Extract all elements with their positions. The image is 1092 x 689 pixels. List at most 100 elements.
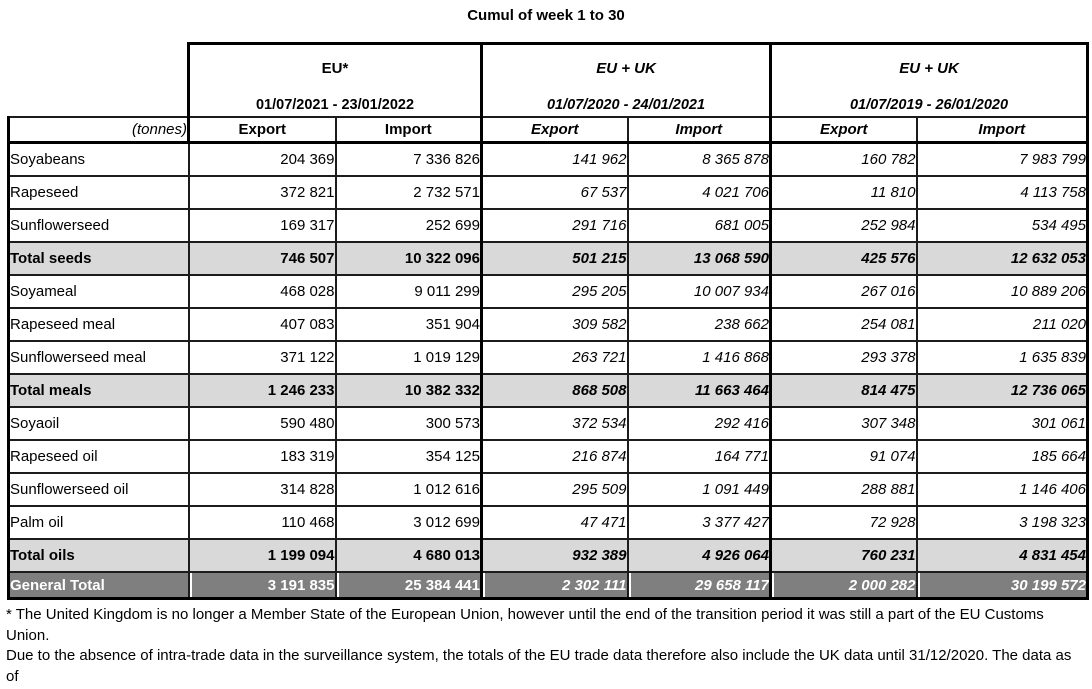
footnote-line: Due to the absence of intra-trade data i… [6, 647, 1072, 685]
cell-euuk2020-export: 932 389 [480, 538, 629, 573]
cell-eu-export: 1 246 233 [187, 373, 337, 408]
cell-euuk2019-export: 72 928 [769, 505, 918, 540]
table-body: Soyabeans 204 369 7 336 826 141 962 8 36… [7, 141, 1089, 600]
cell-euuk2020-import: 4 926 064 [626, 538, 772, 573]
table-row: Palm oil 110 468 3 012 699 47 471 3 377 … [7, 505, 1089, 540]
cell-eu-export: 746 507 [187, 241, 337, 276]
cell-euuk2020-import: 11 663 464 [626, 373, 772, 408]
table-row: Rapeseed oil 183 319 354 125 216 874 164… [7, 439, 1089, 474]
cell-euuk2020-export: 141 962 [480, 141, 629, 177]
cell-eu-export: 1 199 094 [187, 538, 337, 573]
unit-label: (tonnes) [7, 116, 190, 144]
cell-eu-export: 590 480 [187, 406, 337, 441]
cell-euuk2020-export: 295 205 [480, 274, 629, 309]
col-header-eu-import: Import [334, 116, 483, 144]
cell-euuk2019-import: 1 146 406 [915, 472, 1089, 507]
cell-eu-export: 3 191 835 [187, 571, 337, 600]
row-label: Total meals [7, 373, 190, 408]
group-period: 01/07/2019 - 26/01/2020 [849, 97, 1009, 113]
group-header-eu-uk-2020: EU + UK 01/07/2020 - 24/01/2021 [480, 42, 772, 118]
table-row: Sunflowerseed 169 317 252 699 291 716 68… [7, 208, 1089, 243]
table-row: Rapeseed 372 821 2 732 571 67 537 4 021 … [7, 175, 1089, 210]
cell-euuk2020-export: 263 721 [480, 340, 629, 375]
table-row: Soyameal 468 028 9 011 299 295 205 10 00… [7, 274, 1089, 309]
col-header-euuk2020-import: Import [626, 116, 772, 144]
cell-eu-export: 468 028 [187, 274, 337, 309]
cell-eu-export: 110 468 [187, 505, 337, 540]
table-row: Total meals 1 246 233 10 382 332 868 508… [7, 373, 1089, 408]
cell-eu-import: 1 019 129 [334, 340, 483, 375]
cell-euuk2019-import: 211 020 [915, 307, 1089, 342]
cell-euuk2020-import: 238 662 [626, 307, 772, 342]
cell-euuk2019-export: 425 576 [769, 241, 918, 276]
cell-euuk2019-import: 534 495 [915, 208, 1089, 243]
row-label: Soyaoil [7, 406, 190, 441]
cell-eu-import: 2 732 571 [334, 175, 483, 210]
group-name: EU + UK [596, 60, 656, 77]
group-period: 01/07/2020 - 24/01/2021 [546, 97, 706, 113]
cell-euuk2019-import: 10 889 206 [915, 274, 1089, 309]
col-header-euuk2019-export: Export [769, 116, 918, 144]
cell-euuk2019-export: 760 231 [769, 538, 918, 573]
cell-euuk2020-import: 681 005 [626, 208, 772, 243]
trade-table: EU* 01/07/2021 - 23/01/2022 EU + UK 01/0… [7, 42, 1089, 600]
group-header-eu: EU* 01/07/2021 - 23/01/2022 [187, 42, 483, 118]
cell-euuk2019-export: 288 881 [769, 472, 918, 507]
header-corner [8, 43, 189, 117]
cell-euuk2019-import: 7 983 799 [915, 141, 1089, 177]
cell-euuk2020-import: 3 377 427 [626, 505, 772, 540]
cell-eu-import: 354 125 [334, 439, 483, 474]
table-row: Soyaoil 590 480 300 573 372 534 292 416 … [7, 406, 1089, 441]
cell-eu-import: 25 384 441 [334, 571, 483, 600]
cell-eu-import: 300 573 [334, 406, 483, 441]
cell-euuk2020-export: 372 534 [480, 406, 629, 441]
cell-eu-import: 9 011 299 [334, 274, 483, 309]
group-header-row: EU* 01/07/2021 - 23/01/2022 EU + UK 01/0… [8, 42, 1089, 118]
cell-euuk2019-export: 91 074 [769, 439, 918, 474]
row-label: Sunflowerseed meal [7, 340, 190, 375]
cell-euuk2020-import: 4 021 706 [626, 175, 772, 210]
table-row: Soyabeans 204 369 7 336 826 141 962 8 36… [7, 141, 1089, 177]
cell-eu-import: 351 904 [334, 307, 483, 342]
cell-euuk2019-export: 293 378 [769, 340, 918, 375]
cell-eu-export: 204 369 [187, 141, 337, 177]
cell-euuk2019-export: 267 016 [769, 274, 918, 309]
table-row: Sunflowerseed oil 314 828 1 012 616 295 … [7, 472, 1089, 507]
cell-euuk2019-export: 254 081 [769, 307, 918, 342]
cell-euuk2019-import: 4 113 758 [915, 175, 1089, 210]
cell-eu-export: 169 317 [187, 208, 337, 243]
footnote-line: * The United Kingdom is no longer a Memb… [6, 606, 1044, 644]
row-label: Soyameal [7, 274, 190, 309]
cell-euuk2019-import: 301 061 [915, 406, 1089, 441]
cell-euuk2019-export: 160 782 [769, 141, 918, 177]
table-row: General Total 3 191 835 25 384 441 2 302… [7, 571, 1089, 600]
row-label: Total oils [7, 538, 190, 573]
row-label: Sunflowerseed [7, 208, 190, 243]
row-label: Soyabeans [7, 141, 190, 177]
group-name: EU + UK [899, 60, 959, 77]
cell-euuk2019-import: 1 635 839 [915, 340, 1089, 375]
col-header-eu-export: Export [187, 116, 337, 144]
cell-euuk2020-export: 47 471 [480, 505, 629, 540]
cell-euuk2020-import: 29 658 117 [626, 571, 772, 600]
table-row: Total oils 1 199 094 4 680 013 932 389 4… [7, 538, 1089, 573]
cell-euuk2020-import: 1 091 449 [626, 472, 772, 507]
cell-euuk2020-export: 67 537 [480, 175, 629, 210]
col-header-euuk2020-export: Export [480, 116, 629, 144]
cell-euuk2020-import: 292 416 [626, 406, 772, 441]
cell-euuk2020-import: 1 416 868 [626, 340, 772, 375]
cell-euuk2019-import: 4 831 454 [915, 538, 1089, 573]
cell-eu-import: 10 382 332 [334, 373, 483, 408]
group-period: 01/07/2021 - 23/01/2022 [255, 97, 415, 113]
cell-euuk2019-import: 12 736 065 [915, 373, 1089, 408]
cell-eu-import: 3 012 699 [334, 505, 483, 540]
cell-eu-import: 1 012 616 [334, 472, 483, 507]
group-name: EU* [321, 60, 349, 77]
cell-euuk2020-export: 501 215 [480, 241, 629, 276]
footnote: * The United Kingdom is no longer a Memb… [6, 605, 1088, 689]
column-header-row: (tonnes) Export Import Export Import Exp… [7, 116, 1089, 144]
cell-eu-export: 314 828 [187, 472, 337, 507]
table-row: Rapeseed meal 407 083 351 904 309 582 23… [7, 307, 1089, 342]
cell-eu-export: 183 319 [187, 439, 337, 474]
row-label: Rapeseed oil [7, 439, 190, 474]
